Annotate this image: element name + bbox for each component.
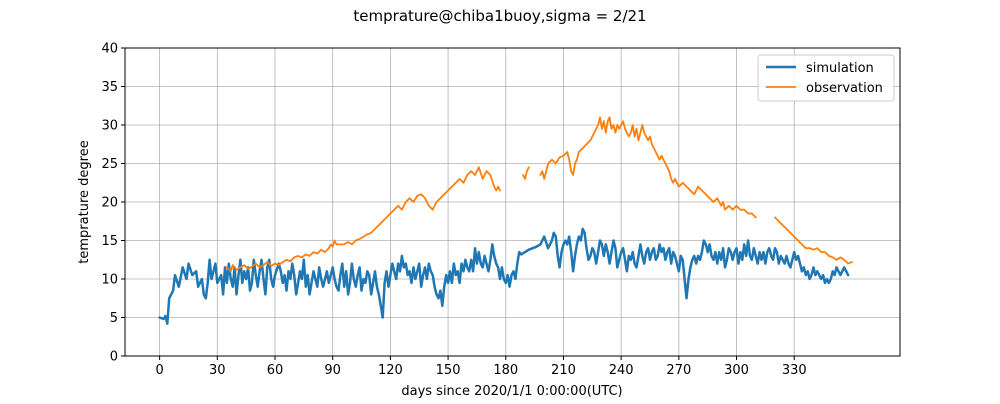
chart-title: temprature@chiba1buoy,sigma = 2/21 <box>353 7 646 25</box>
y-tick-label: 30 <box>101 119 118 134</box>
x-axis-ticks: 0 30 60 90 120 150 180 210 240 270 300 330 <box>155 356 807 378</box>
x-tick-label: 60 <box>267 363 284 378</box>
y-tick-label: 5 <box>110 311 118 326</box>
series-lines <box>158 116 853 325</box>
x-tick-label: 120 <box>378 363 403 378</box>
x-tick-label: 90 <box>324 363 341 378</box>
legend-label-simulation: simulation <box>806 61 874 76</box>
legend-label-observation: observation <box>806 81 883 96</box>
y-tick-label: 15 <box>101 234 118 249</box>
x-tick-label: 330 <box>782 363 807 378</box>
y-tick-label: 0 <box>110 350 118 365</box>
y-tick-label: 35 <box>101 80 118 95</box>
y-axis-label: temprature degree <box>77 140 92 263</box>
y-axis-ticks: 0 5 10 15 20 25 30 35 40 <box>101 42 125 365</box>
x-tick-label: 210 <box>551 363 576 378</box>
series-line-observation <box>774 216 853 265</box>
x-axis-label: days since 2020/1/1 0:00:00(UTC) <box>401 384 622 399</box>
x-tick-label: 270 <box>666 363 691 378</box>
x-tick-label: 30 <box>209 363 226 378</box>
series-line-observation <box>226 166 501 273</box>
y-tick-label: 20 <box>101 196 118 211</box>
y-tick-label: 40 <box>101 42 118 57</box>
x-tick-label: 180 <box>493 363 518 378</box>
y-tick-label: 25 <box>101 157 118 172</box>
y-tick-label: 10 <box>101 273 118 288</box>
x-tick-label: 150 <box>436 363 461 378</box>
legend: simulation observation <box>757 54 895 102</box>
series-line-observation <box>539 116 757 219</box>
series-line-observation <box>522 166 530 180</box>
x-tick-label: 0 <box>155 363 163 378</box>
x-tick-label: 240 <box>609 363 634 378</box>
x-tick-label: 300 <box>724 363 749 378</box>
series-line-simulation <box>158 227 850 325</box>
